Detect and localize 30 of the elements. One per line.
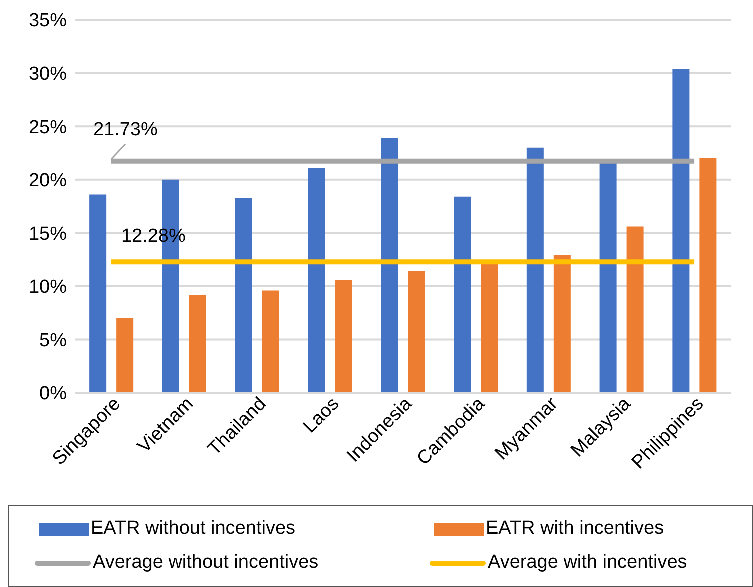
- bar: [481, 262, 498, 393]
- bar: [526, 148, 544, 393]
- legend-label: Average with incentives: [488, 552, 688, 574]
- bar: [189, 294, 206, 393]
- y-tick-label: 20%: [28, 170, 68, 192]
- bar: [454, 196, 472, 393]
- bar: [626, 226, 644, 393]
- bar: [672, 69, 690, 393]
- bar: [116, 318, 134, 393]
- y-tick-label: 0%: [40, 384, 68, 405]
- bar: [262, 290, 280, 393]
- bar: [600, 162, 617, 393]
- y-tick-label: 5%: [40, 330, 68, 352]
- bar: [235, 198, 252, 393]
- legend-label: Average without incentives: [93, 552, 319, 574]
- bar: [408, 272, 426, 393]
- bar: [554, 256, 571, 393]
- bar: [308, 168, 326, 393]
- legend-label: EATR with incentives: [486, 518, 664, 540]
- legend-label: EATR without incentives: [91, 518, 296, 540]
- bar: [381, 138, 398, 393]
- annotation: 21.73%: [93, 119, 158, 140]
- y-tick-label: 15%: [28, 224, 68, 245]
- bar: [90, 194, 107, 393]
- y-tick-label: 30%: [28, 64, 68, 86]
- y-tick-label: 35%: [28, 10, 68, 32]
- y-tick-label: 10%: [28, 277, 68, 298]
- bar: [700, 158, 717, 393]
- bar: [335, 280, 352, 393]
- y-tick-label: 25%: [28, 117, 68, 138]
